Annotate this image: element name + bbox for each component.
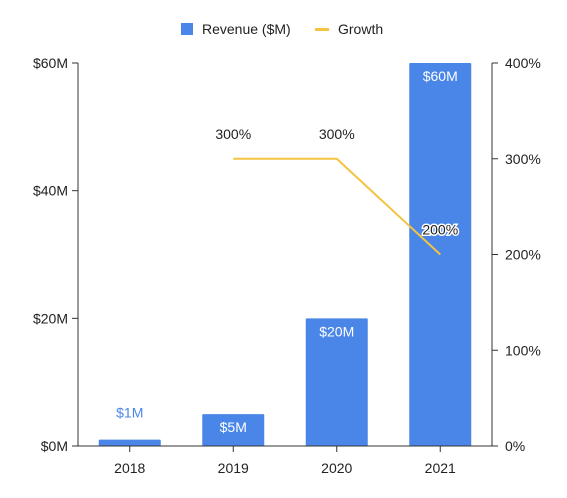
growth-line: [233, 157, 441, 256]
bar-2019: [202, 414, 265, 446]
bar-label-2020: $20M: [319, 323, 354, 339]
legend-swatch-growth: [315, 28, 329, 31]
x-tick-label: 2019: [218, 460, 249, 476]
bar-2020: [305, 318, 368, 446]
legend-label-growth: Growth: [338, 21, 383, 37]
legend-label-revenue: Revenue ($M): [202, 21, 291, 37]
y-right-tick-label: 0%: [505, 438, 525, 454]
bar-label-2019: $5M: [220, 419, 247, 435]
y-left-tick-label: $0M: [41, 438, 68, 454]
y-right-tick-label: 200%: [505, 247, 541, 263]
revenue-bars: [98, 63, 472, 446]
y-right-tick-label: 400%: [505, 55, 541, 71]
y-right-tick-label: 100%: [505, 342, 541, 358]
bar-2018: [98, 439, 161, 446]
growth-line-layer: [233, 157, 441, 256]
data-labels: $1M $5M $20M $60M 300% 300% 200%: [116, 68, 460, 435]
axes: $0M $20M $40M $60M 0% 100% 200% 300% 400% 2018 201…: [33, 55, 541, 476]
growth-label-2021: 200%: [422, 222, 458, 238]
bar-label-2021: $60M: [423, 68, 458, 84]
x-tick-label: 2021: [425, 460, 456, 476]
x-tick-label: 2018: [114, 460, 145, 476]
y-left-tick-label: $40M: [33, 183, 68, 199]
legend: Revenue ($M) Growth: [181, 21, 383, 37]
y-left-tick-label: $20M: [33, 310, 68, 326]
legend-swatch-revenue: [181, 23, 193, 35]
y-right-tick-label: 300%: [505, 151, 541, 167]
y-left-tick-label: $60M: [33, 55, 68, 71]
growth-label-2020: 300%: [319, 126, 355, 142]
bar-label-2018: $1M: [116, 405, 143, 421]
x-tick-label: 2020: [321, 460, 352, 476]
growth-label-2019: 300%: [215, 126, 251, 142]
